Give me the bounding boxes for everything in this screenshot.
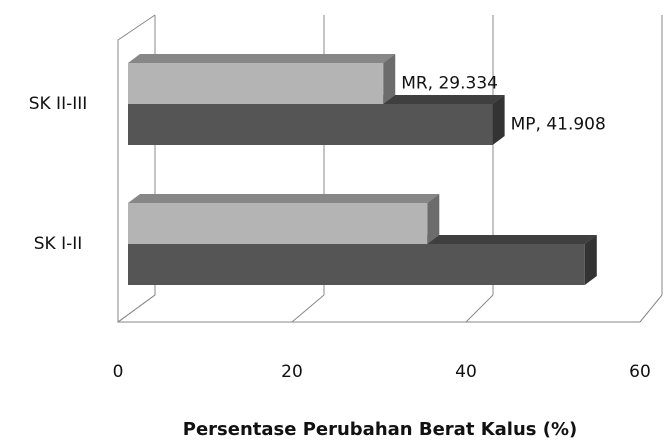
data-label: MR, 29.334: [401, 74, 498, 94]
bar-side-shade: [427, 194, 440, 244]
bar-side-shade: [584, 235, 597, 285]
bar: [128, 104, 493, 145]
bar-top: [128, 194, 440, 203]
grid-line: [465, 294, 494, 323]
x-tick-label: 0: [113, 362, 124, 382]
bar-side: [427, 194, 440, 244]
bar-top-shade: [128, 54, 396, 63]
x-tick-label: 40: [455, 362, 477, 382]
x-axis-label: Persentase Perubahan Berat Kalus (%): [183, 419, 578, 440]
bar-top-shade: [128, 194, 440, 203]
y-tick-label: SK I-II: [34, 234, 83, 254]
data-label: MP, 41.908: [511, 115, 606, 135]
x-tick-label: 60: [629, 362, 651, 382]
bar-side: [584, 235, 597, 285]
x-tick-label: 20: [281, 362, 303, 382]
y-tick-label: SK II-III: [29, 94, 88, 114]
bar: [128, 63, 384, 104]
bar-side-shade: [492, 95, 505, 145]
bar: [128, 244, 585, 285]
bar: [128, 203, 428, 244]
grid-line: [639, 294, 663, 323]
grid-line: [291, 294, 325, 323]
bar-side: [492, 95, 505, 145]
bar-top: [128, 54, 396, 63]
bar-side: [383, 54, 396, 104]
grid-line: [117, 294, 156, 323]
bar-side-shade: [383, 54, 396, 104]
